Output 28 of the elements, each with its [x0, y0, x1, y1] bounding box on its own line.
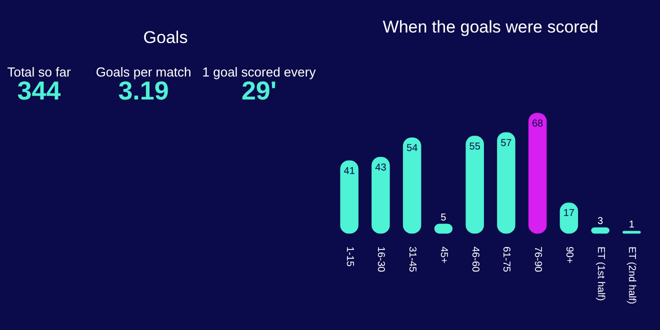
x-tick-label: 1-15	[344, 246, 355, 267]
x-tick-label: 90+	[563, 246, 574, 264]
text: Goals	[143, 28, 188, 48]
bar	[340, 160, 358, 234]
chart-title: When the goals were scored	[382, 18, 598, 37]
bar	[528, 112, 547, 234]
x-tick-label: ET (2nd half)	[626, 246, 638, 304]
data-label: 41	[344, 166, 356, 177]
x-tick-label: 16-30	[375, 246, 386, 273]
data-label: 1	[628, 220, 635, 231]
bar	[466, 136, 484, 234]
x-tick-label: ET (1st half)	[594, 246, 606, 301]
data-label: 57	[500, 138, 512, 149]
x-tick-label: 61-75	[500, 246, 512, 273]
x-tick-label: 31-45	[406, 246, 418, 273]
bar	[402, 137, 422, 234]
x-tick-label: 76-90	[532, 246, 544, 273]
data-label: 68	[532, 118, 544, 130]
data-label: 3	[598, 216, 604, 228]
data-label: 54	[406, 143, 418, 154]
data-label: 17	[563, 208, 575, 220]
bar	[372, 156, 390, 234]
x-tick-label: 45+	[438, 246, 449, 264]
x-tick-label: 46-60	[469, 246, 480, 273]
data-label: 5	[440, 212, 447, 224]
bar	[497, 132, 516, 234]
data-label: 43	[375, 162, 387, 174]
data-label: 55	[469, 141, 481, 152]
